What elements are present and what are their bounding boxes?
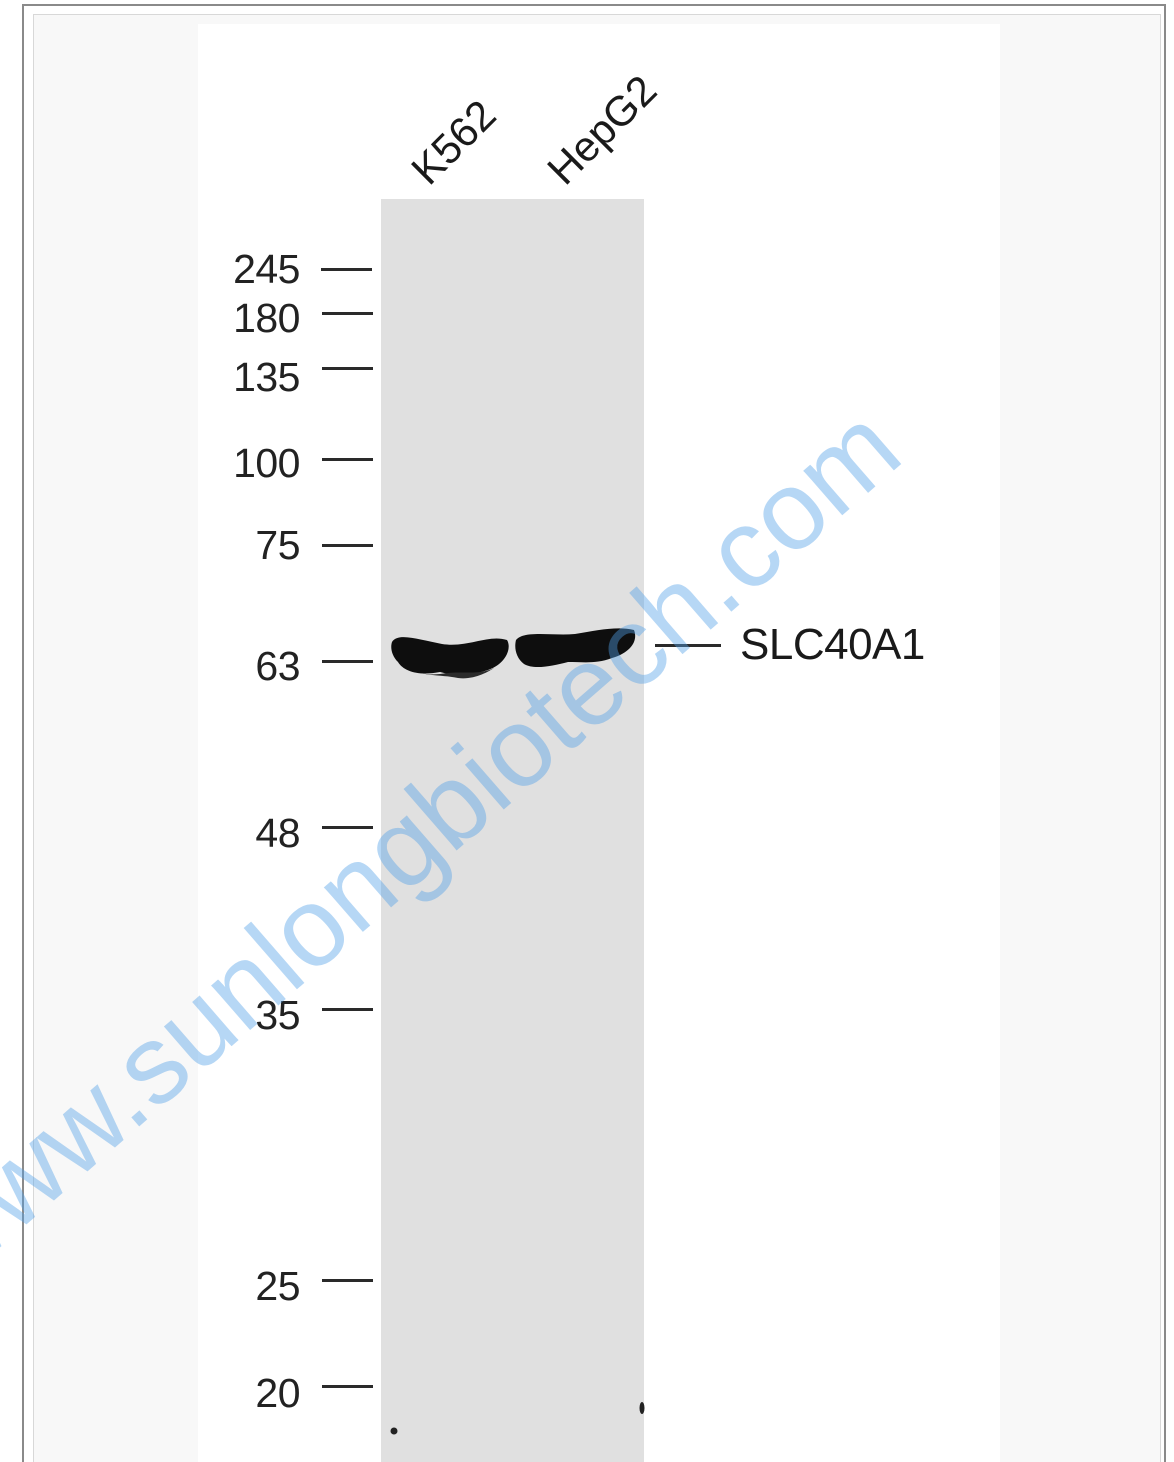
marker-tick-180 (322, 312, 373, 315)
band-pointer-line (655, 644, 721, 647)
marker-label-48: 48 (255, 810, 300, 856)
band-hepg2 (515, 628, 636, 668)
band-k562 (391, 637, 509, 675)
band-label: SLC40A1 (740, 620, 925, 669)
marker-tick-25 (322, 1279, 373, 1282)
band-k562-shadow (402, 664, 494, 679)
marker-label-25: 25 (255, 1263, 300, 1309)
marker-tick-135 (322, 367, 373, 370)
marker-tick-245 (321, 268, 372, 271)
marker-tick-63 (322, 660, 373, 663)
marker-label-100: 100 (233, 440, 300, 486)
marker-tick-20 (322, 1385, 373, 1388)
marker-tick-48 (322, 826, 373, 829)
spot-right (639, 1402, 645, 1414)
membrane (381, 199, 644, 1462)
marker-label-75: 75 (255, 522, 300, 568)
marker-label-180: 180 (233, 295, 300, 341)
marker-label-20: 20 (255, 1370, 300, 1416)
marker-tick-75 (322, 544, 373, 547)
marker-tick-100 (322, 458, 373, 461)
marker-label-245: 245 (233, 246, 300, 292)
marker-label-135: 135 (233, 354, 300, 400)
spot-left (390, 1427, 398, 1435)
marker-label-35: 35 (255, 992, 300, 1038)
marker-label-63: 63 (255, 643, 300, 689)
marker-tick-35 (322, 1008, 373, 1011)
